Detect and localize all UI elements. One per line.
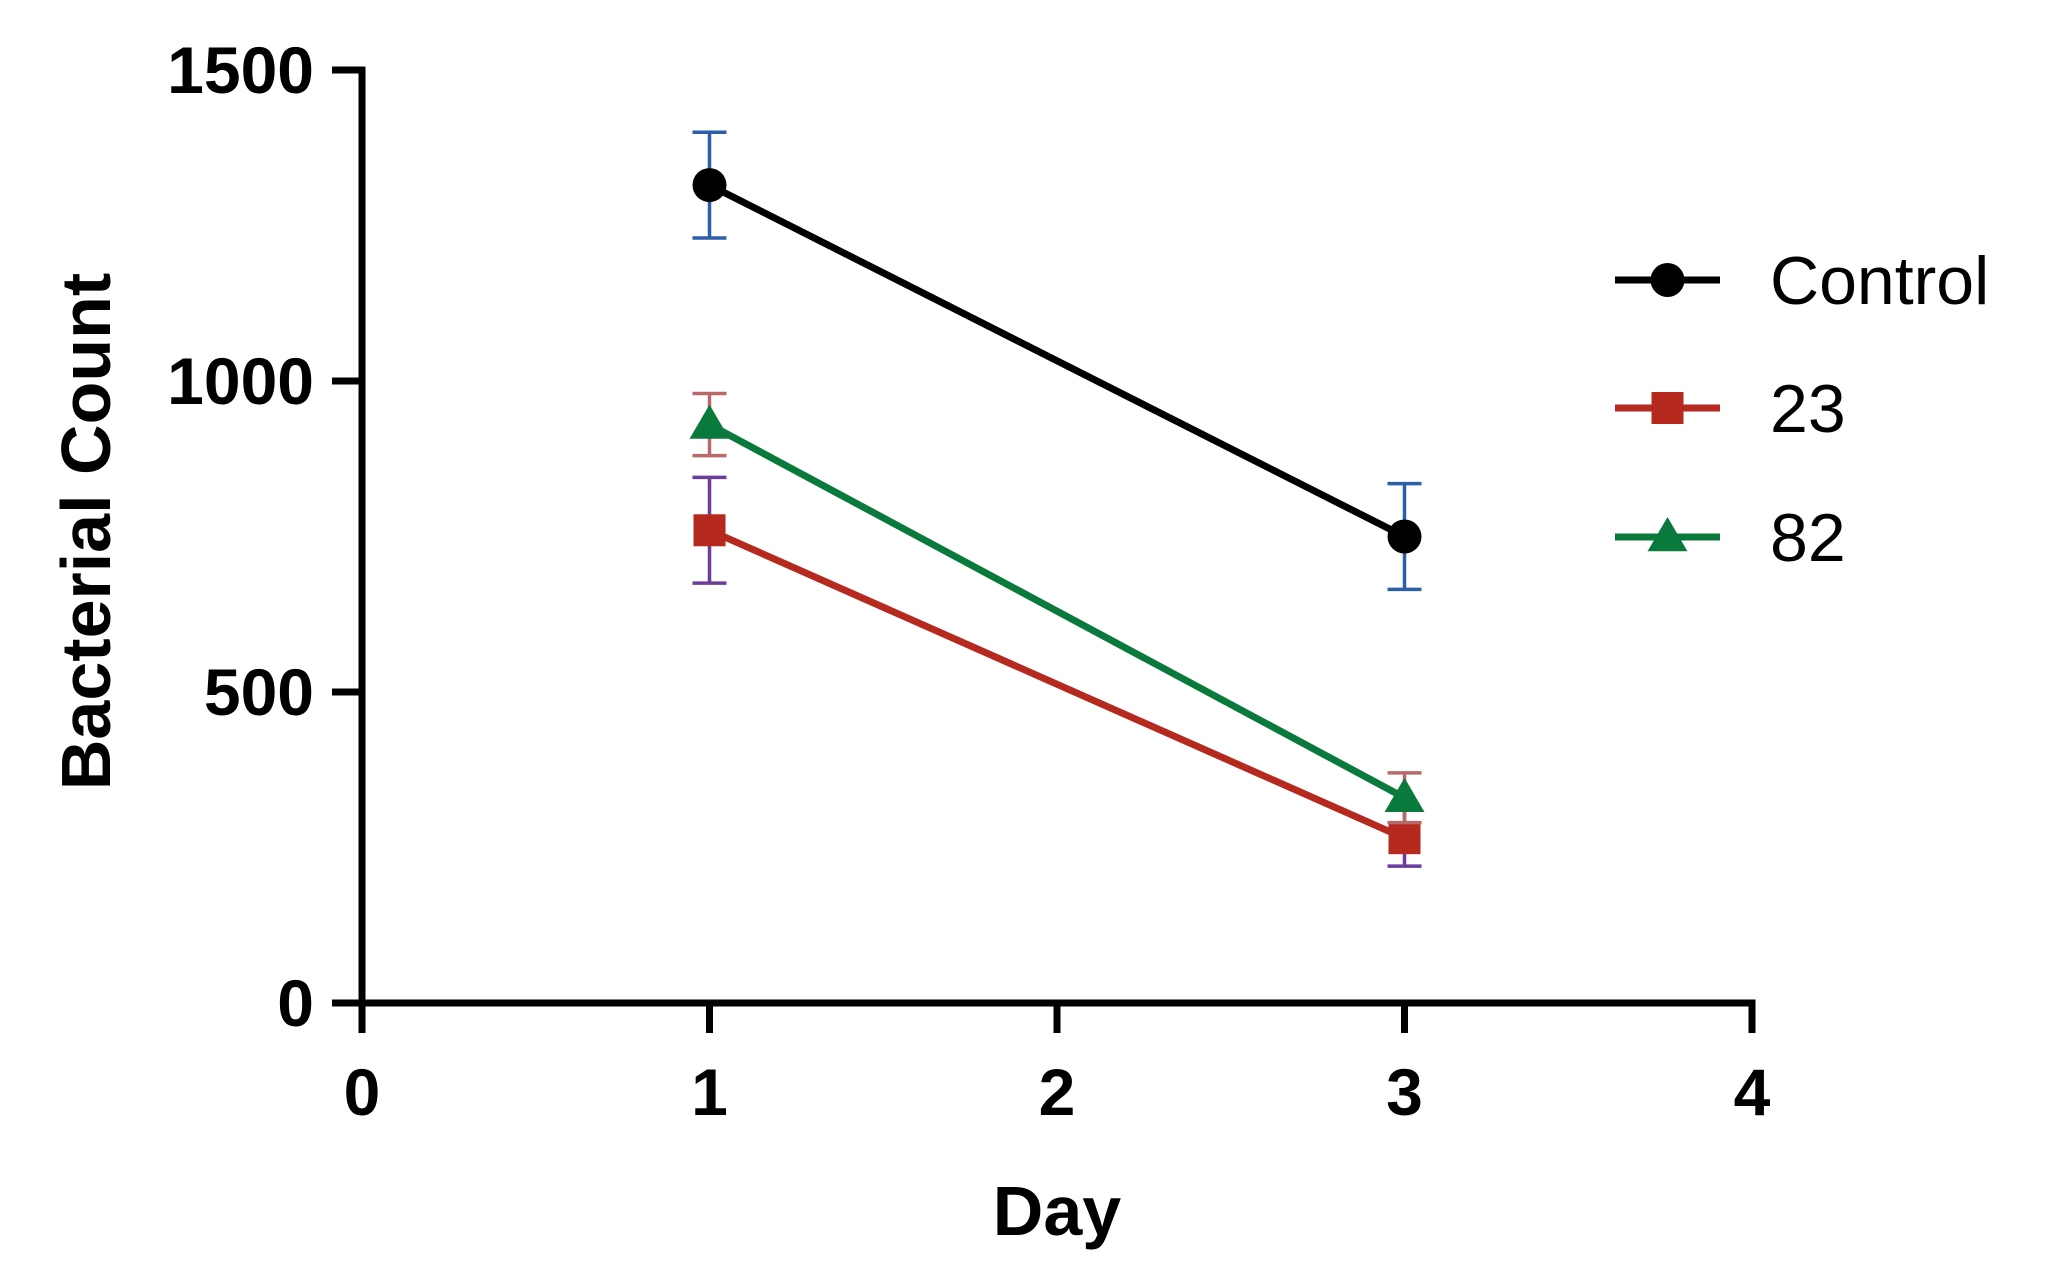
series-line	[707, 181, 1407, 540]
series-layer	[689, 130, 1425, 868]
legend-item-control: Control	[1615, 243, 1989, 319]
series-control	[692, 130, 1422, 592]
legend-marker	[1651, 392, 1684, 424]
series-line	[707, 421, 1407, 801]
x-tick-label: 0	[344, 1055, 381, 1129]
x-tick-label: 1	[691, 1055, 728, 1129]
series-82	[689, 391, 1425, 825]
legend-marker	[1650, 263, 1685, 297]
legend-label: Control	[1770, 243, 1989, 319]
tick-labels: 0 500 1000 1500 0 1 2 3 4	[167, 33, 1770, 1129]
x-tick-label: 4	[1734, 1055, 1771, 1129]
legend-label: 82	[1770, 500, 1846, 576]
data-point	[1387, 519, 1422, 554]
data-point	[692, 168, 727, 203]
data-point	[1388, 822, 1421, 855]
y-tick-label: 0	[277, 966, 314, 1040]
axes	[332, 66, 1756, 1033]
y-tick-label: 1500	[167, 33, 314, 107]
legend-label: 23	[1770, 371, 1846, 447]
legend-item-82: 82	[1615, 500, 1846, 576]
legend-item-23: 23	[1615, 371, 1846, 447]
legend: Control 23 82	[1615, 243, 1989, 576]
x-axis-title: Day	[993, 1172, 1121, 1250]
x-tick-label: 2	[1039, 1055, 1076, 1129]
y-tick-label: 500	[204, 655, 314, 729]
data-point	[693, 514, 726, 547]
y-tick-label: 1000	[167, 344, 314, 418]
legend-marker	[1647, 517, 1688, 552]
series-23	[692, 475, 1422, 868]
data-point	[689, 404, 730, 439]
x-tick-label: 3	[1386, 1055, 1423, 1129]
series-line	[708, 527, 1406, 842]
y-axis-title: Bacterial Count	[47, 273, 125, 790]
data-point	[1384, 777, 1425, 812]
